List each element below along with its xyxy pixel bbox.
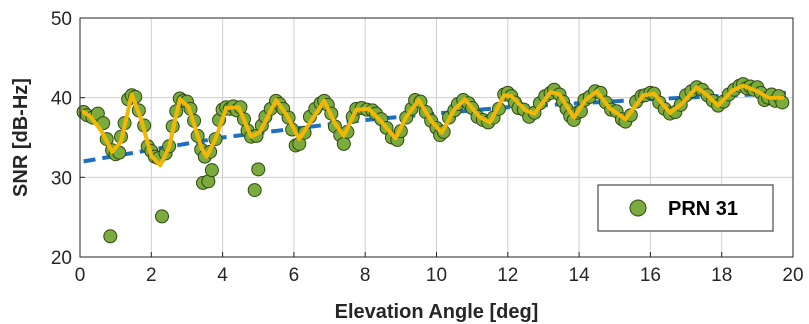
x-tick-label: 2 — [146, 265, 157, 286]
x-tick-label: 16 — [640, 265, 661, 286]
data-point — [247, 183, 262, 198]
x-tick-label: 0 — [75, 265, 86, 286]
data-point — [154, 209, 169, 224]
y-tick-label: 40 — [51, 89, 72, 110]
legend-box — [597, 184, 774, 232]
y-axis-label: SNR [dB-Hz] — [10, 78, 32, 197]
x-tick-label: 10 — [426, 265, 447, 286]
smoothed-line — [81, 83, 785, 168]
data-point — [336, 136, 351, 151]
axis-ticks: 0 2 4 6 8 10 12 14 16 18 20 20 30 40 50 — [51, 9, 804, 286]
data-point — [251, 162, 266, 177]
y-tick-label: 30 — [51, 168, 72, 189]
legend: PRN 31 — [597, 184, 774, 232]
x-tick-label: 6 — [289, 265, 300, 286]
x-tick-label: 4 — [217, 265, 228, 286]
data-point — [204, 163, 219, 178]
x-tick-label: 14 — [569, 265, 591, 286]
data-point — [103, 229, 118, 244]
y-tick-label: 20 — [51, 248, 72, 269]
x-tick-label: 18 — [711, 265, 732, 286]
x-axis-label: Elevation Angle [deg] — [335, 301, 539, 323]
y-tick-label: 50 — [51, 9, 72, 30]
x-tick-label: 12 — [497, 265, 518, 286]
smoothed-line-layer — [81, 83, 785, 168]
legend-label: PRN 31 — [668, 198, 738, 220]
x-tick-label: 20 — [782, 265, 803, 286]
legend-marker — [629, 199, 647, 217]
x-tick-label: 8 — [360, 265, 371, 286]
